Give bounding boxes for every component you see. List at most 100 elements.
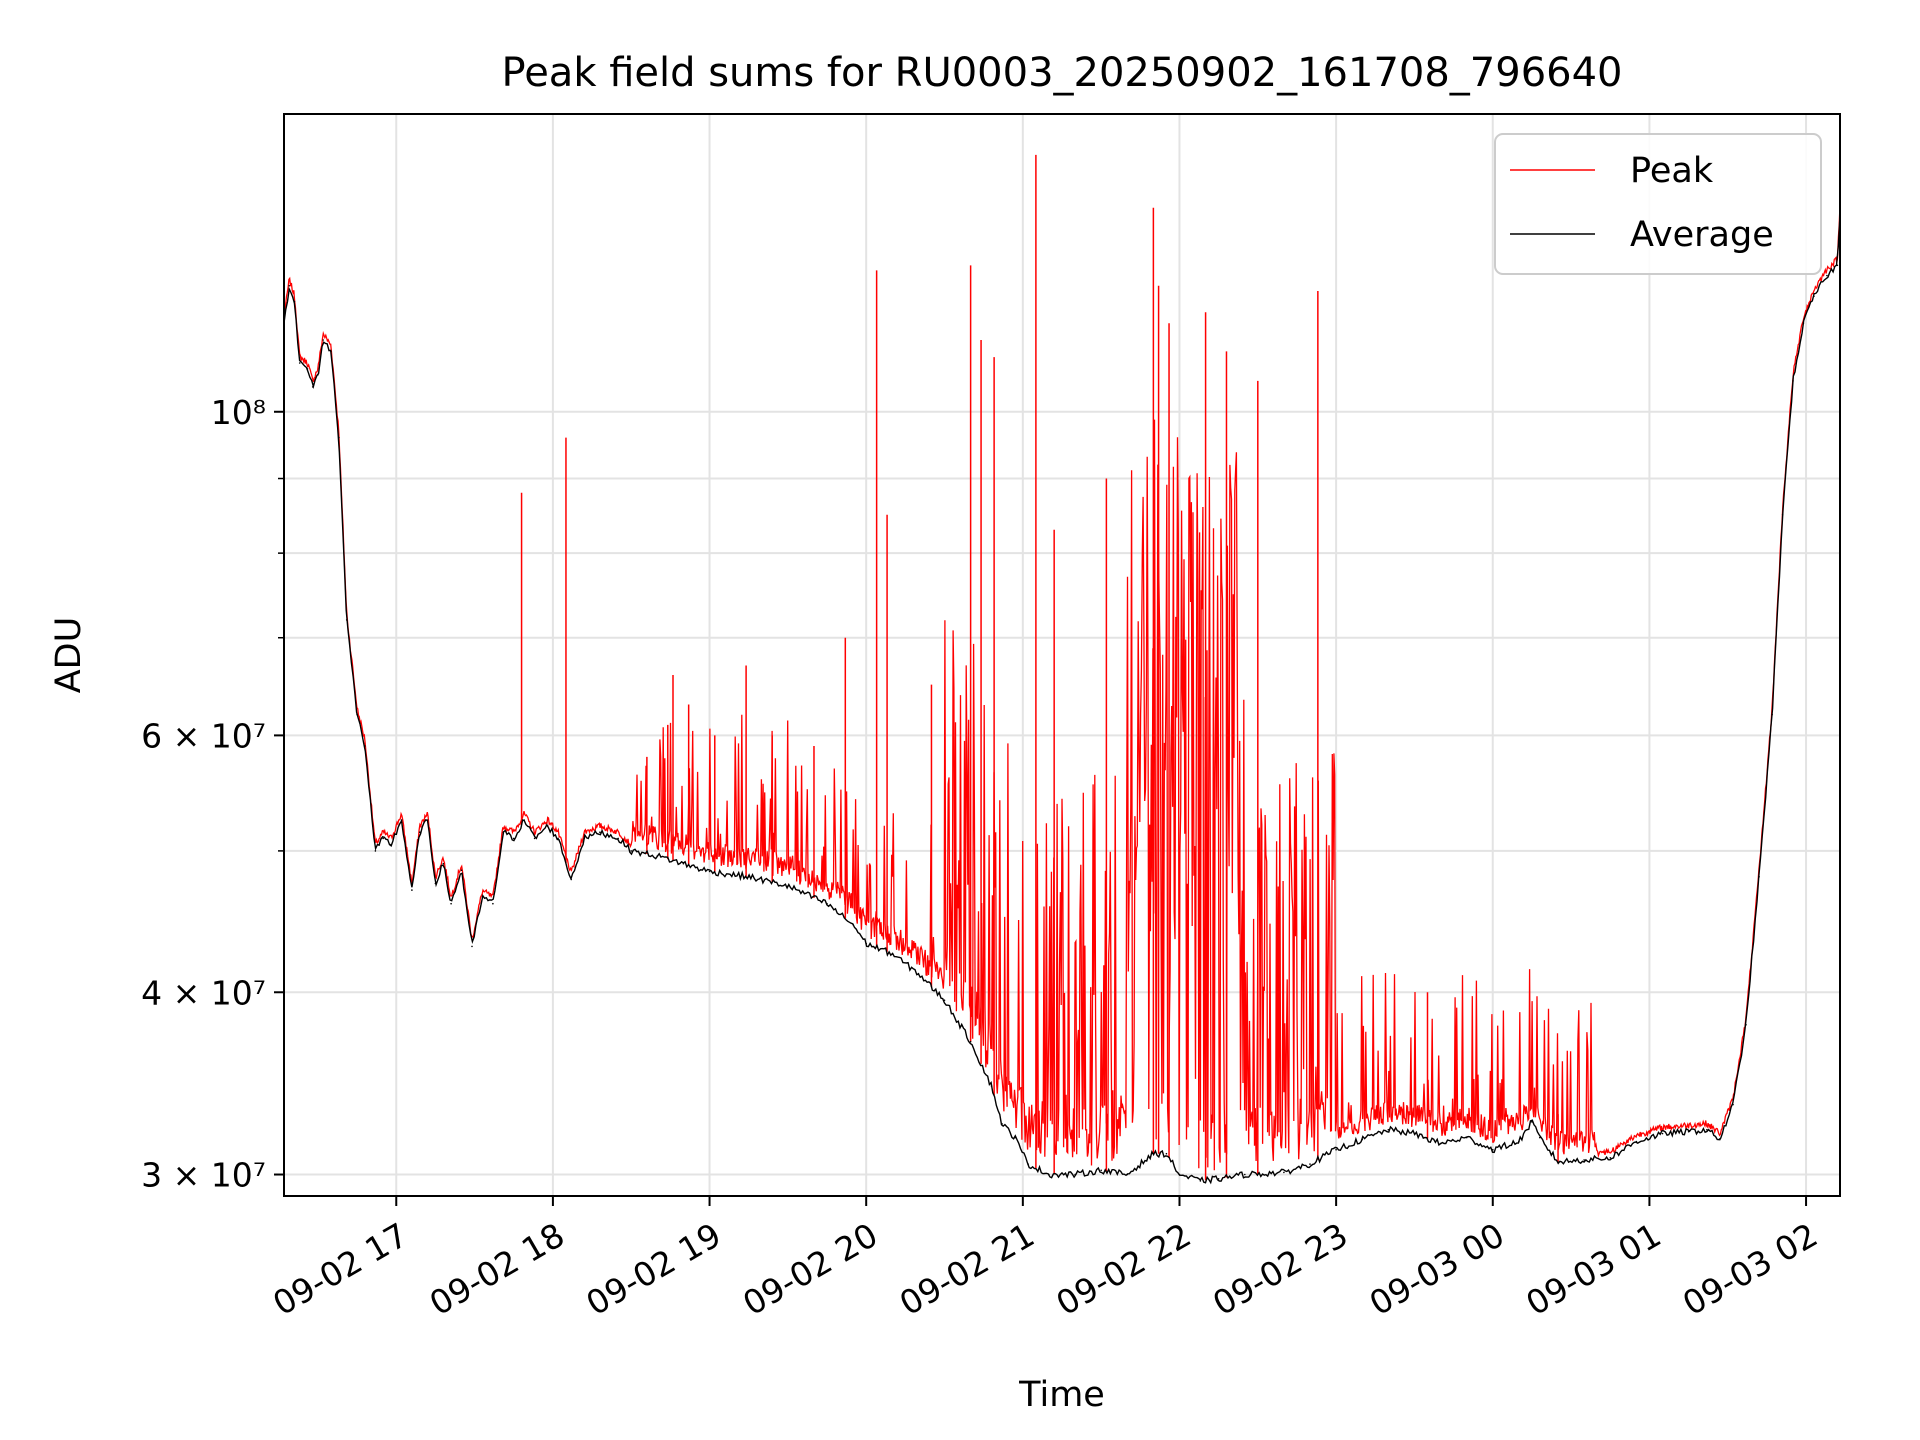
average-point bbox=[330, 350, 332, 353]
average-point bbox=[1771, 713, 1773, 716]
average-point bbox=[583, 837, 585, 840]
average-point bbox=[1152, 1152, 1155, 1155]
average-point bbox=[599, 831, 601, 833]
average-point bbox=[1217, 1178, 1220, 1180]
average-point bbox=[852, 923, 854, 926]
average-point bbox=[306, 368, 309, 370]
average-point bbox=[747, 876, 750, 878]
average-point bbox=[1387, 1128, 1390, 1131]
average-point bbox=[1813, 295, 1815, 298]
average-point bbox=[1758, 876, 1760, 878]
average-point bbox=[630, 850, 632, 852]
average-point bbox=[1583, 1159, 1585, 1161]
average-point bbox=[400, 819, 403, 821]
average-point bbox=[1745, 1024, 1747, 1026]
average-point bbox=[533, 837, 536, 840]
average-point bbox=[1283, 1171, 1285, 1174]
average-point bbox=[512, 837, 515, 840]
average-point bbox=[1048, 1173, 1050, 1176]
average-point bbox=[317, 374, 319, 376]
average-point bbox=[374, 850, 377, 852]
average-point bbox=[1557, 1161, 1559, 1163]
average-point bbox=[1609, 1157, 1612, 1159]
y-tick-label: 3 × 10⁷ bbox=[141, 1156, 266, 1195]
average-point bbox=[826, 902, 828, 905]
average-point bbox=[917, 972, 920, 975]
average-point bbox=[311, 386, 314, 388]
legend-peak-label: Peak bbox=[1630, 151, 1714, 191]
average-point bbox=[411, 889, 413, 891]
average-point bbox=[1518, 1140, 1520, 1143]
average-point bbox=[708, 870, 711, 873]
average-point bbox=[1439, 1142, 1442, 1145]
average-point bbox=[1335, 1148, 1337, 1151]
average-point bbox=[1826, 274, 1828, 277]
average-point bbox=[1661, 1132, 1664, 1135]
average-point bbox=[1792, 380, 1794, 382]
average-point bbox=[419, 831, 421, 833]
average-point bbox=[570, 878, 572, 881]
average-point bbox=[382, 837, 385, 840]
legend: Peak Average bbox=[1494, 133, 1822, 275]
legend-box bbox=[1494, 133, 1822, 275]
average-point bbox=[1244, 1173, 1246, 1176]
average-point bbox=[471, 945, 473, 948]
x-axis-label: Time bbox=[1018, 1375, 1105, 1415]
average-point bbox=[1413, 1132, 1416, 1135]
average-point bbox=[1361, 1138, 1363, 1141]
average-point bbox=[1014, 1136, 1016, 1139]
average-point bbox=[1199, 1180, 1202, 1182]
average-point bbox=[460, 869, 463, 871]
average-point bbox=[1706, 1128, 1708, 1131]
average-point bbox=[523, 819, 525, 821]
average-point bbox=[1001, 1123, 1003, 1125]
average-point bbox=[990, 1085, 993, 1087]
average-point bbox=[450, 902, 452, 905]
average-point bbox=[338, 436, 340, 439]
average-point bbox=[322, 339, 325, 341]
average-point bbox=[1465, 1136, 1468, 1139]
average-point bbox=[546, 825, 549, 827]
average-point bbox=[1732, 1103, 1734, 1106]
average-point bbox=[372, 825, 374, 827]
average-point bbox=[682, 862, 685, 865]
average-point bbox=[865, 942, 867, 945]
average-series-line bbox=[283, 215, 1841, 1185]
data-layer bbox=[283, 154, 1841, 1185]
average-point bbox=[1100, 1169, 1102, 1172]
average-point bbox=[481, 896, 484, 898]
average-point bbox=[787, 885, 789, 887]
average-point bbox=[1165, 1152, 1168, 1155]
average-point bbox=[617, 837, 619, 840]
average-point bbox=[1178, 1173, 1181, 1176]
average-point bbox=[356, 713, 358, 716]
average-point bbox=[442, 862, 445, 865]
average-point bbox=[969, 1040, 972, 1043]
average-point bbox=[1836, 264, 1839, 267]
y-tick-label: 6 × 10⁷ bbox=[141, 716, 266, 755]
chart-title: Peak field sums for RU0003_20250902_1617… bbox=[502, 50, 1623, 96]
average-point bbox=[1687, 1130, 1690, 1133]
average-point bbox=[288, 285, 291, 287]
average-point bbox=[426, 819, 429, 821]
average-point bbox=[656, 855, 659, 857]
average-point bbox=[364, 745, 366, 747]
y-axis-label: ADU bbox=[49, 617, 89, 694]
grid-lines bbox=[284, 114, 1840, 1196]
average-point bbox=[557, 837, 559, 840]
average-point bbox=[943, 999, 946, 1001]
y-tick-label: 4 × 10⁷ bbox=[141, 973, 266, 1012]
average-point bbox=[1635, 1140, 1638, 1143]
average-point bbox=[1539, 1136, 1541, 1139]
peak-series-line bbox=[283, 204, 1841, 1171]
average-point bbox=[1781, 513, 1784, 516]
average-point bbox=[492, 902, 494, 905]
average-point bbox=[390, 843, 392, 846]
average-point bbox=[1492, 1148, 1494, 1151]
average-point bbox=[1802, 322, 1805, 325]
average-point bbox=[298, 362, 301, 364]
average-point bbox=[891, 953, 894, 955]
plot-frame bbox=[283, 113, 1841, 1197]
